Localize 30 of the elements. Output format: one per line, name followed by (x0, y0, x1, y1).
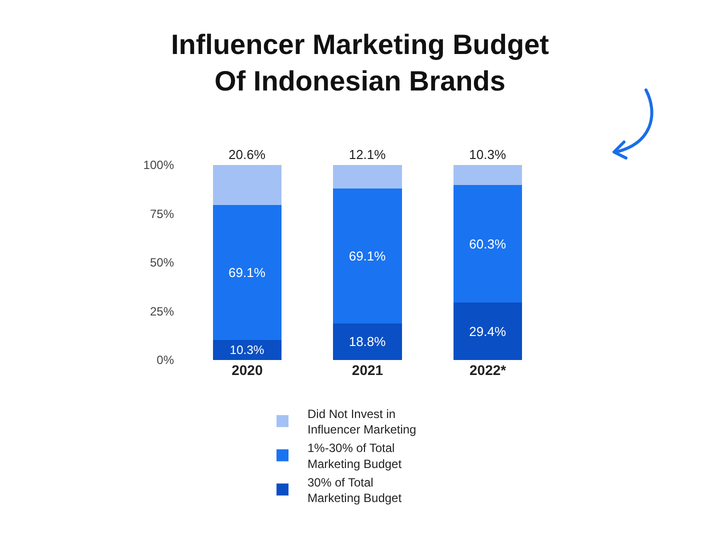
data-label: 69.1% (228, 265, 266, 280)
data-label: 12.1% (348, 147, 386, 162)
chart-title: Influencer Marketing Budget Of Indonesian Brands (170, 29, 550, 96)
x-tick-label: 2022* (470, 362, 507, 378)
legend-label: 30% of Total Marketing Budget (308, 475, 402, 505)
data-label: 69.1% (348, 248, 386, 264)
y-tick-label: 25% (150, 304, 174, 318)
legend-label: 1%-30% of Total Marketing Budget (308, 441, 402, 471)
data-label: 60.3% (469, 236, 506, 252)
x-tick-label: 2020 (232, 362, 263, 378)
data-label: 29.4% (469, 324, 506, 339)
bar (454, 185, 522, 303)
bar (333, 188, 402, 324)
data-label: 10.3% (469, 147, 506, 162)
bar (333, 165, 402, 189)
bar (454, 302, 522, 360)
data-label: 10.3% (230, 343, 264, 358)
data-label: 18.8% (348, 334, 386, 350)
bar (333, 323, 402, 360)
y-tick-label: 0% (156, 353, 174, 368)
bar (454, 165, 522, 186)
y-tick-label: 50% (150, 256, 174, 270)
bar (212, 340, 282, 360)
y-tick-label: 75% (150, 206, 174, 221)
x-tick-label: 2021 (352, 362, 384, 378)
legend-label: Did Not Invest in Influencer Marketing (308, 406, 416, 437)
bar (212, 205, 282, 340)
data-label: 20.6% (228, 147, 266, 162)
y-tick-label: 100% (143, 158, 174, 172)
bar (212, 165, 282, 206)
